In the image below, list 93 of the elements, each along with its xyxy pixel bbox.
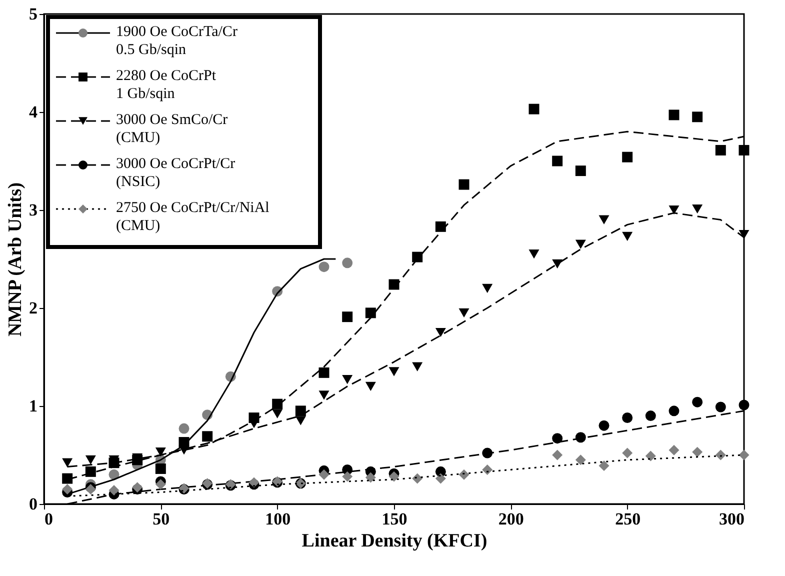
x-tick-label: 150 (382, 510, 408, 528)
point (482, 464, 493, 475)
legend-label: 3000 Oe CoCrPt/Cr (NSIC) (116, 156, 236, 190)
point (692, 446, 703, 458)
point (435, 328, 446, 338)
point (342, 312, 353, 322)
y-tick-label: 1 (29, 396, 38, 416)
y-tick-label: 2 (29, 298, 38, 318)
point (388, 367, 400, 376)
point (668, 110, 680, 120)
legend-label: 2280 Oe CoCrPt 1 Gb/sqin (116, 68, 217, 102)
point (155, 479, 166, 490)
x-tick-label: 300 (719, 510, 744, 528)
point (108, 469, 120, 480)
point (528, 104, 540, 114)
point (575, 240, 586, 249)
point (458, 469, 470, 480)
point (622, 448, 633, 458)
point (598, 215, 610, 224)
point (458, 308, 470, 318)
point (85, 455, 96, 464)
point (668, 406, 680, 416)
point (482, 284, 493, 293)
point (645, 450, 656, 462)
point (155, 448, 166, 457)
point (598, 420, 610, 431)
point (342, 471, 353, 482)
y-tick-label: 3 (29, 200, 38, 220)
point (62, 458, 73, 468)
point (388, 471, 400, 482)
point (738, 144, 750, 156)
point (178, 446, 190, 455)
x-tick-label: 50 (152, 510, 170, 528)
x-axis-title: Linear Density (KFCI) (302, 530, 488, 552)
point (552, 433, 563, 444)
point (575, 166, 586, 176)
point (435, 473, 446, 484)
point (272, 409, 283, 418)
point (295, 406, 306, 416)
point (552, 156, 563, 166)
legend-label: 3000 Oe SmCo/Cr (CMU) (116, 112, 228, 146)
point (62, 473, 73, 484)
point (622, 152, 633, 162)
point (248, 419, 260, 428)
point (645, 410, 656, 422)
x-tick-label: 200 (498, 510, 524, 528)
point (85, 466, 96, 477)
point (528, 250, 540, 259)
point (458, 179, 470, 190)
point (318, 262, 330, 272)
point (715, 450, 726, 460)
legend-label: 2750 Oe CoCrPt/Cr/NiAl (CMU) (116, 200, 270, 234)
x-tick-label: 250 (615, 510, 641, 528)
point (365, 308, 376, 318)
point (622, 232, 633, 241)
y-axis-title: NMNP (Arb Units) (5, 182, 26, 337)
point (692, 204, 703, 214)
point (715, 402, 726, 412)
point (342, 258, 353, 268)
y-tick-label: 0 (29, 494, 38, 514)
point (318, 469, 330, 480)
point (365, 472, 376, 483)
point (108, 485, 120, 496)
x-tick-label: 100 (265, 510, 291, 528)
point (412, 473, 423, 484)
point (692, 112, 703, 122)
point (342, 375, 353, 384)
y-tick-label: 5 (29, 4, 38, 24)
point (435, 221, 446, 232)
point (738, 450, 750, 460)
point (738, 400, 750, 410)
point (155, 463, 166, 474)
y-tick-label: 4 (29, 102, 38, 122)
point (622, 412, 633, 423)
point (692, 396, 703, 408)
point (738, 230, 750, 240)
point (598, 460, 610, 472)
point (295, 416, 306, 426)
legend-label: 1900 Oe CoCrTa/Cr 0.5 Gb/sqin (116, 24, 238, 58)
point (365, 382, 376, 391)
point (202, 431, 213, 442)
point (272, 398, 283, 410)
point (715, 144, 726, 156)
point (668, 444, 680, 456)
point (575, 454, 586, 466)
point (668, 205, 680, 215)
x-tick-label: 0 (44, 510, 53, 528)
point (412, 252, 423, 262)
point (318, 367, 330, 378)
point (318, 390, 330, 400)
point (178, 423, 190, 434)
point (412, 362, 423, 372)
point (552, 450, 563, 460)
